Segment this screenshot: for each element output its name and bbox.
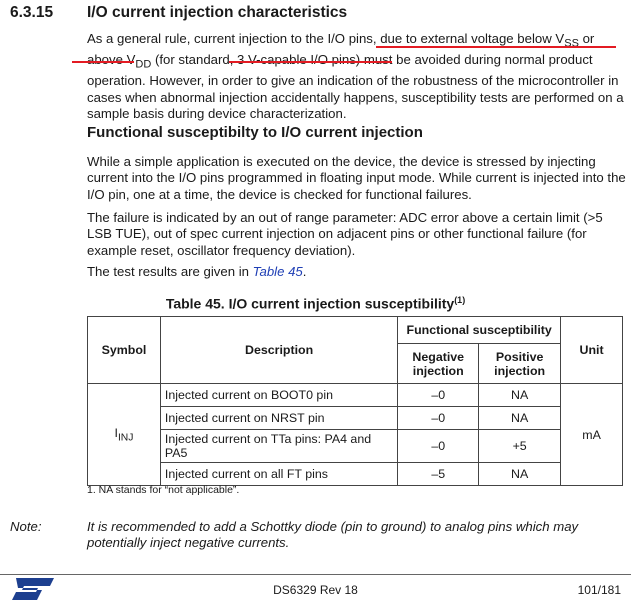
unit-cell: mA	[560, 383, 623, 486]
negative-cell: –0	[397, 429, 480, 463]
paragraph-failure-criteria: The failure is indicated by an out of ra…	[87, 210, 603, 258]
note-label: Note:	[10, 519, 42, 534]
table-row: Injected current on NRST pin –0 NA	[88, 406, 623, 430]
table-title-text: Table 45. I/O current injection suscepti…	[165, 295, 455, 312]
results-period: .	[302, 264, 307, 279]
subheading: Functional susceptibilty to I/O current …	[87, 124, 423, 141]
table-header-row: Symbol Description Functional susceptibi…	[87, 315, 623, 384]
positive-cell: NA	[478, 406, 562, 430]
description-cell: Injected current on NRST pin	[159, 406, 399, 430]
red-underline-mark	[72, 61, 134, 63]
table-link[interactable]: Table 45	[252, 264, 303, 279]
red-underline-mark	[229, 61, 392, 63]
symbol-subscript: INJ	[117, 432, 134, 444]
header-symbol: Symbol	[87, 316, 161, 384]
section-title: I/O current injection characteristics	[87, 4, 348, 21]
document-id: DS6329 Rev 18	[273, 583, 358, 597]
symbol-cell: IINJ	[87, 383, 161, 486]
injection-table: Symbol Description Functional susceptibi…	[87, 315, 623, 486]
header-description: Description	[159, 316, 399, 384]
symbol-text: I	[114, 425, 118, 440]
positive-cell: NA	[478, 462, 562, 486]
intro-paragraph: As a general rule, current injection to …	[87, 31, 627, 122]
negative-cell: –0	[397, 383, 480, 407]
negative-cell: –5	[397, 462, 480, 486]
vdd-subscript: DD	[135, 58, 152, 71]
paragraph-test-method: While a simple application is executed o…	[87, 154, 626, 202]
table-row: Injected current on TTa pins: PA4 and PA…	[88, 429, 623, 463]
description-cell: Injected current on BOOT0 pin	[159, 383, 399, 407]
results-text: The test results are given in	[87, 264, 253, 279]
table-title: Table 45. I/O current injection suscepti…	[0, 295, 631, 312]
table-row: Injected current on all FT pins –5 NA	[88, 462, 623, 486]
page-number: 101/181	[577, 583, 621, 597]
header-negative-injection: Negative injection	[397, 343, 480, 384]
intro-part-c: (for standard, 3 V-capable I/O pins) mus…	[87, 52, 624, 121]
st-logo-icon	[12, 578, 54, 605]
positive-cell: NA	[478, 383, 562, 407]
paragraph-results: The test results are given in Table 45.	[87, 264, 627, 280]
header-unit: Unit	[560, 316, 623, 384]
intro-part-b: or above V	[87, 31, 595, 68]
section-number: 6.3.15	[10, 4, 54, 21]
description-cell: Injected current on all FT pins	[159, 462, 399, 486]
note-text: It is recommended to add a Schottky diod…	[87, 519, 579, 551]
intro-part-a: As a general rule, current injection to …	[87, 31, 565, 46]
positive-cell: +5	[478, 429, 562, 463]
red-underline-mark	[376, 46, 616, 48]
table-title-footnote-ref: (1)	[454, 295, 466, 305]
negative-cell: –0	[397, 406, 480, 430]
table-row: IINJ Injected current on BOOT0 pin –0 NA…	[87, 383, 623, 486]
table-footnote: 1. NA stands for “not applicable”.	[87, 484, 240, 496]
header-positive-injection: Positive injection	[478, 343, 562, 384]
description-cell: Injected current on TTa pins: PA4 and PA…	[159, 429, 399, 463]
header-functional-susceptibility: Functional susceptibility	[397, 315, 562, 345]
footer-divider	[0, 574, 631, 575]
